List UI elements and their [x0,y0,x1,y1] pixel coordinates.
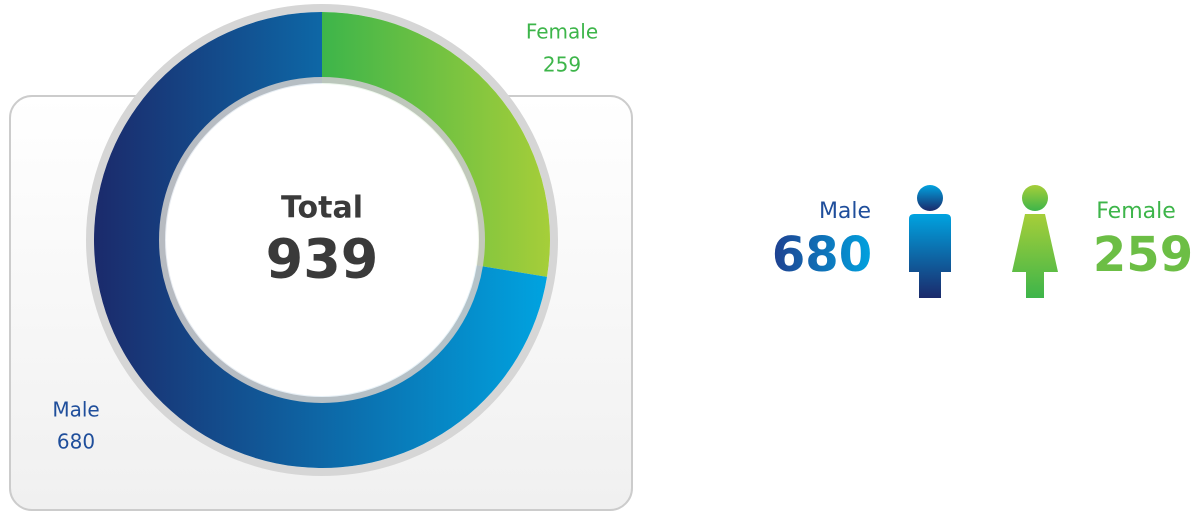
legend-value: 259 [1093,227,1193,283]
slice-value: 259 [543,53,581,77]
slice-label: Female [526,20,598,44]
donut-segment [322,12,550,277]
legend-label: Male [819,199,871,224]
slice-label: Male [52,398,99,422]
slice-value: 680 [57,430,95,454]
legend-label: Female [1096,199,1176,224]
center-label: Total [281,191,363,226]
legend-value: 680 [772,227,872,283]
male-icon [909,185,951,298]
center-value: 939 [266,228,379,291]
female-icon [1012,185,1058,298]
center [169,87,475,393]
